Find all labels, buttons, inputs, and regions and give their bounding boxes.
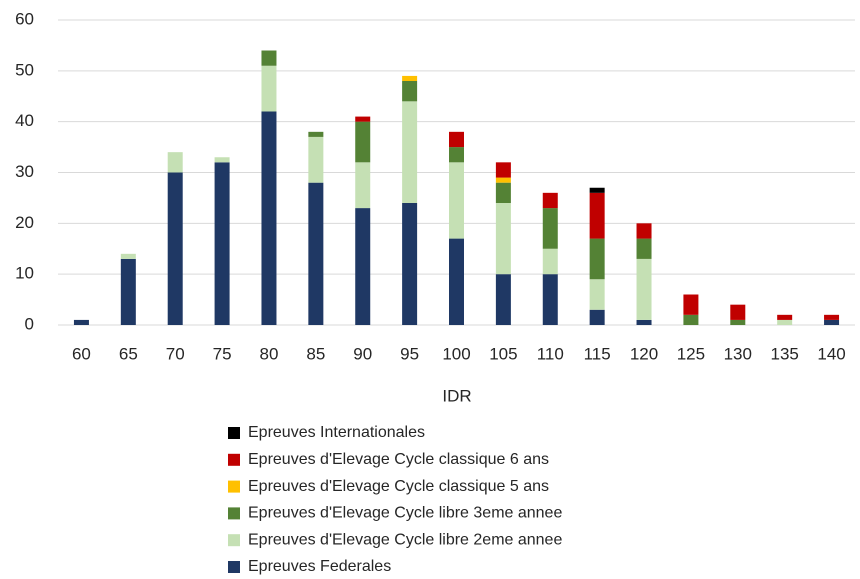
bar-segment	[167, 152, 183, 173]
bar-segment	[777, 314, 793, 320]
bar-segment	[777, 319, 793, 325]
bar-segment	[449, 147, 464, 163]
bar-segment	[449, 131, 464, 148]
x-tick-label: 110	[537, 344, 564, 363]
legend-label: Epreuves Internationales	[248, 424, 425, 441]
bar-segment	[495, 162, 511, 178]
y-tick-label: 40	[15, 111, 34, 130]
bar-segment	[308, 136, 324, 183]
x-tick-label: 80	[260, 344, 279, 363]
bar-segment	[402, 203, 418, 325]
bar-segment	[120, 253, 136, 259]
x-axis-label: IDR	[442, 386, 471, 405]
bar-segment	[589, 192, 605, 239]
bar-segment	[683, 294, 699, 315]
legend-swatch	[228, 561, 240, 573]
bar-segment	[261, 65, 277, 112]
bar-segment	[730, 304, 746, 320]
bar-segment	[355, 121, 371, 163]
bar-segment	[355, 162, 371, 209]
bar-segment	[73, 319, 89, 325]
legend-label: Epreuves d'Elevage Cycle classique 5 ans	[248, 478, 549, 495]
x-tick-label: 75	[213, 344, 232, 363]
y-tick-label: 0	[25, 314, 34, 333]
y-tick-label: 50	[15, 60, 34, 79]
x-tick-label: 135	[770, 344, 798, 363]
x-tick-label: 85	[306, 344, 325, 363]
y-tick-label: 20	[15, 213, 34, 232]
legend-swatch	[228, 480, 240, 493]
x-tick-label: 100	[442, 344, 470, 363]
x-tick-label: 120	[630, 344, 658, 363]
bar-segment	[449, 238, 464, 325]
bar-segment	[355, 208, 371, 325]
bar-segment	[167, 172, 183, 325]
y-tick-label: 60	[15, 9, 34, 28]
legend: Epreuves Federales Epreuves d'Elevage Cyc…	[228, 424, 562, 575]
bar-segment	[495, 274, 511, 325]
x-tick-label: 115	[584, 344, 611, 363]
x-tick-label: 125	[677, 344, 705, 363]
bar-segment	[542, 248, 558, 275]
legend-label: Epreuves d'Elevage Cycle classique 6 ans	[248, 451, 549, 468]
bar-segment	[402, 81, 418, 102]
y-tick-label: 30	[15, 162, 34, 181]
bar-segment	[589, 309, 605, 325]
bar-segment	[824, 314, 840, 320]
bar-segment	[636, 223, 652, 239]
bar-segment	[636, 238, 652, 259]
bar-segment	[495, 182, 511, 203]
bar-segment	[308, 131, 324, 137]
bar-segment	[636, 258, 652, 320]
bar-segment	[449, 162, 464, 239]
legend-label: Epreuves Federales	[248, 558, 391, 575]
bar-segment	[495, 177, 511, 183]
bar-segment	[308, 182, 324, 325]
bar-segment	[589, 187, 605, 193]
x-tick-label: 65	[119, 344, 138, 363]
x-tick-label: 95	[400, 344, 419, 363]
bar-segment	[355, 116, 371, 122]
legend-swatch	[228, 427, 240, 439]
bar-segment	[542, 274, 558, 325]
bar-segment	[402, 101, 418, 203]
bar-segment	[542, 192, 558, 209]
bar-segment	[636, 319, 652, 325]
bar-segment	[589, 279, 605, 310]
bar-segment	[214, 157, 230, 163]
legend-label: Epreuves d'Elevage Cycle libre 3eme anne…	[248, 505, 562, 522]
bar-segment	[683, 314, 699, 325]
bar-segment	[495, 203, 511, 275]
x-tick-label: 140	[817, 344, 845, 363]
bar-segment	[261, 111, 277, 325]
bar-segment	[214, 162, 230, 325]
x-tick-label: 105	[489, 344, 517, 363]
bar-segment	[730, 319, 746, 325]
legend-swatch	[228, 507, 240, 520]
bar-segment	[542, 208, 558, 249]
bar-segment	[261, 50, 277, 66]
x-tick-label: 130	[724, 344, 752, 363]
legend-swatch	[228, 453, 240, 466]
y-tick-label: 10	[15, 264, 34, 283]
legend-label: Epreuves d'Elevage Cycle libre 2eme anne…	[248, 531, 562, 548]
legend-swatch	[228, 534, 240, 547]
bar-segment	[589, 238, 605, 280]
x-tick-label: 70	[166, 344, 185, 363]
bar-segment	[402, 75, 418, 81]
x-tick-label: 90	[353, 344, 372, 363]
bar-segment	[120, 258, 136, 325]
x-tick-label: 60	[72, 344, 91, 363]
bar-segment	[824, 319, 840, 325]
